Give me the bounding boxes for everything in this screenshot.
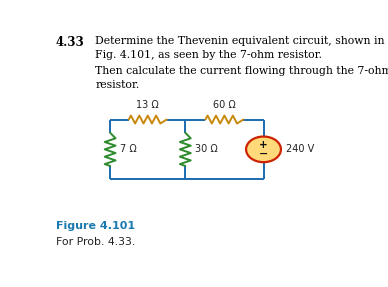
Text: resistor.: resistor. <box>95 80 139 90</box>
Text: Fig. 4.101, as seen by the 7-ohm resistor.: Fig. 4.101, as seen by the 7-ohm resisto… <box>95 50 322 60</box>
Text: Then calculate the current flowing through the 7-ohm: Then calculate the current flowing throu… <box>95 66 388 76</box>
Circle shape <box>246 137 281 162</box>
Text: Figure 4.101: Figure 4.101 <box>56 221 135 231</box>
Text: Determine the Thevenin equivalent circuit, shown in: Determine the Thevenin equivalent circui… <box>95 36 385 46</box>
Text: +: + <box>259 140 268 150</box>
Text: For Prob. 4.33.: For Prob. 4.33. <box>56 237 135 247</box>
Text: 13 Ω: 13 Ω <box>136 100 159 110</box>
Text: 60 Ω: 60 Ω <box>213 100 236 110</box>
Text: 4.33: 4.33 <box>56 36 85 49</box>
Text: 240 V: 240 V <box>286 144 315 154</box>
Text: 7 Ω: 7 Ω <box>120 144 137 154</box>
Text: −: − <box>259 149 268 159</box>
Text: 30 Ω: 30 Ω <box>195 144 218 154</box>
